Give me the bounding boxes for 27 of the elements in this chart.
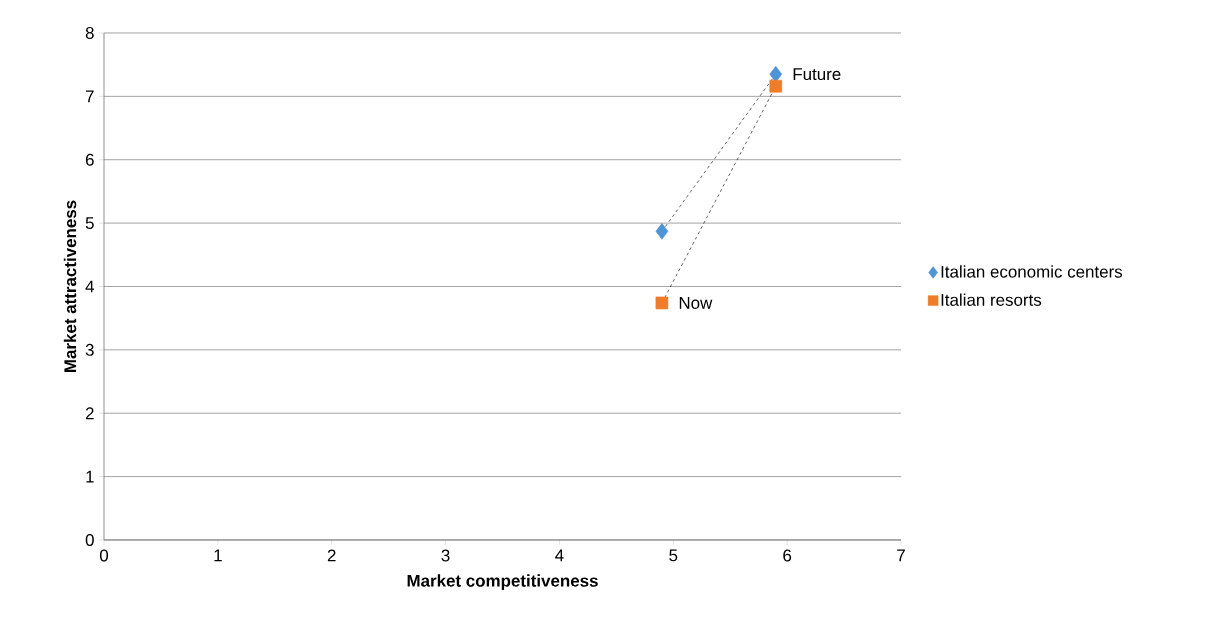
y-tick-label: 0	[85, 533, 94, 546]
y-tick-label: 4	[85, 280, 94, 293]
y-tick-label: 2	[85, 407, 94, 420]
annotation: Now	[679, 297, 713, 309]
legend-label: Italian economic centers	[941, 265, 1123, 278]
y-tick-label: 1	[86, 470, 94, 483]
y-tick-label: 5	[85, 217, 94, 230]
point	[655, 296, 669, 310]
x-tick-label: 1	[214, 549, 222, 562]
y-tick-label: 7	[85, 90, 94, 103]
y-tick-label: 6	[85, 153, 94, 166]
x-tick-label: 4	[555, 549, 564, 562]
y-tick-label: 3	[85, 343, 94, 356]
x-tick-label: 5	[669, 549, 678, 562]
point	[769, 79, 783, 93]
x-tick-label: 6	[783, 549, 792, 562]
x-tick-label: 3	[441, 549, 450, 562]
x-tick-label: 0	[99, 549, 109, 562]
point	[655, 223, 669, 240]
x-tick-label: 7	[897, 549, 905, 562]
legend-label: Italian resorts	[941, 293, 1042, 306]
x-axis-title: Market competitiveness	[407, 574, 598, 591]
y-tick-label: 8	[85, 26, 94, 39]
x-tick-label: 2	[327, 549, 336, 562]
y-axis-title: Market attractiveness	[63, 200, 77, 372]
point	[769, 65, 783, 83]
annotation: Future	[793, 68, 841, 81]
